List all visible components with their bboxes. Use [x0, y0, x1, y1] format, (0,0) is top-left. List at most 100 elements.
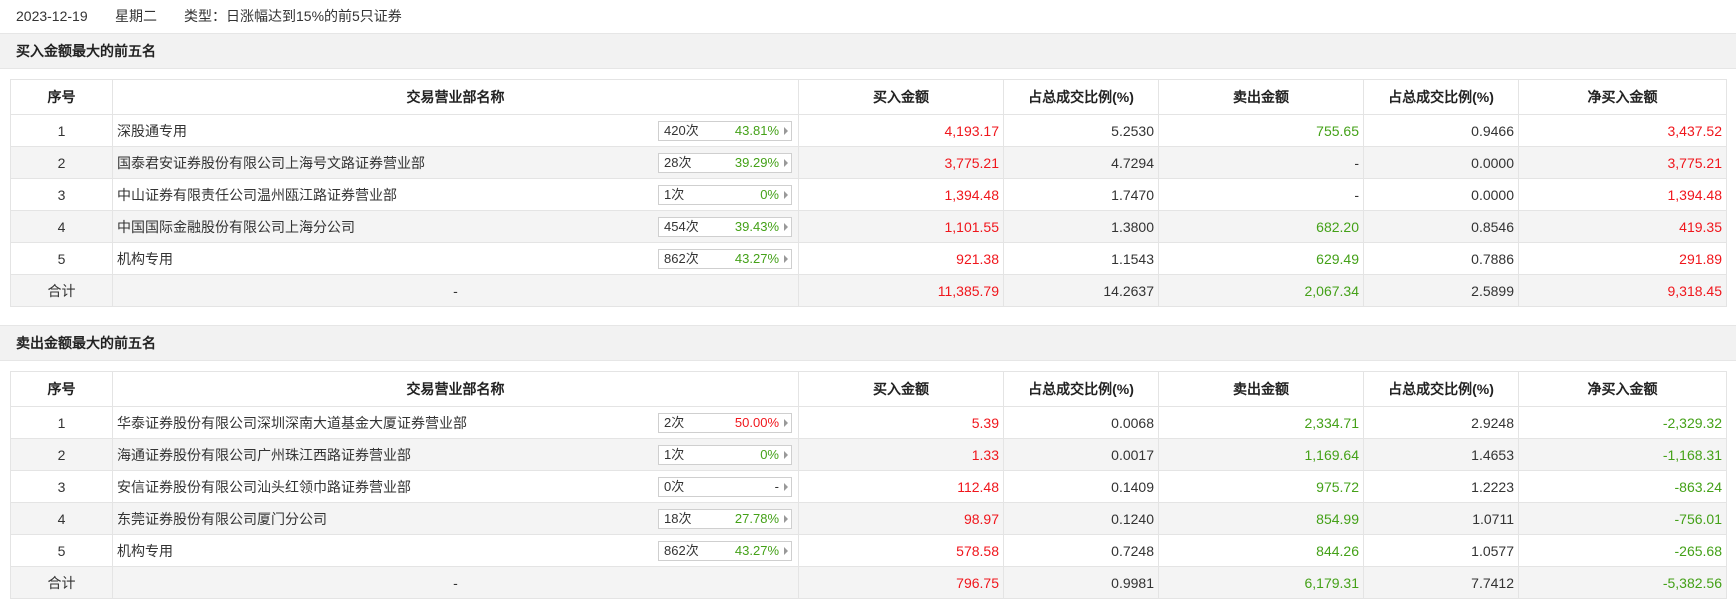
column-header: 买入金额 [798, 371, 1004, 407]
branch-name-link[interactable]: 中国国际金融股份有限公司上海分公司 [117, 218, 355, 235]
total-row: 合计 -11,385.79 14.2637 2,067.34 2.5899 9,318.4… [10, 274, 1727, 307]
total-buy-amount: 796.75 [798, 566, 1004, 599]
sell-ratio: 0.9466 [1363, 114, 1519, 147]
row-number: 5 [10, 534, 113, 567]
listing-count: 420次 [664, 123, 699, 138]
sell-ratio: 0.8546 [1363, 210, 1519, 243]
caret-right-icon [784, 515, 788, 523]
win-rate: 0% [760, 187, 779, 202]
branch-stats-button[interactable]: 420次 43.81% [658, 121, 792, 141]
column-header: 占总成交比例(%) [1363, 79, 1519, 115]
column-header: 占总成交比例(%) [1363, 371, 1519, 407]
total-sell-ratio: 2.5899 [1363, 274, 1519, 307]
branch-name-cell: 中山证券有限责任公司温州瓯江路证券营业部 1次 0% [112, 178, 799, 211]
branch-name-link[interactable]: 深股通专用 [117, 122, 187, 139]
sell-amount: 975.72 [1158, 470, 1364, 503]
table-row: 5 机构专用 862次 43.27% 578.58 0.7248 844.26 1.0577-… [10, 534, 1727, 567]
trade-date: 2023-12-19 [16, 8, 88, 24]
weekday: 星期二 [115, 8, 157, 24]
branch-stats-button[interactable]: 454次 39.43% [658, 217, 792, 237]
table-header-row: 序号 交易营业部名称 买入金额 占总成交比例(%) 卖出金额 占总成交比例(%) 净买入金额 [10, 371, 1727, 407]
branch-stats-button[interactable]: 1次 0% [658, 445, 792, 465]
branch-name-link[interactable]: 机构专用 [117, 542, 173, 559]
win-rate: 0% [760, 447, 779, 462]
net-buy-amount: -863.24 [1518, 470, 1727, 503]
buy-section-title: 买入金额最大的前五名 [16, 43, 156, 59]
caret-right-icon [784, 419, 788, 427]
sell-amount: 682.20 [1158, 210, 1364, 243]
caret-right-icon [784, 223, 788, 231]
branch-stats-button[interactable]: 28次 39.29% [658, 153, 792, 173]
buy-ratio: 0.0017 [1003, 438, 1159, 471]
column-header: 买入金额 [798, 79, 1004, 115]
row-number: 4 [10, 210, 113, 243]
table-row: 5 机构专用 862次 43.27% 921.38 1.1543 629.49 0.7886 2… [10, 242, 1727, 275]
branch-stats-button[interactable]: 2次 50.00% [658, 413, 792, 433]
buy-ratio: 0.0068 [1003, 406, 1159, 439]
column-header: 净买入金额 [1518, 79, 1727, 115]
branch-name-cell: 深股通专用 420次 43.81% [112, 114, 799, 147]
sell-amount: 1,169.64 [1158, 438, 1364, 471]
total-sell-ratio: 7.7412 [1363, 566, 1519, 599]
win-rate: 43.27% [734, 251, 779, 266]
buy-ratio: 4.7294 [1003, 146, 1159, 179]
table-row: 2 国泰君安证券股份有限公司上海号文路证券营业部 28次 39.29% 3,775.21… [10, 146, 1727, 179]
buy-amount: 4,193.17 [798, 114, 1004, 147]
branch-stats-button[interactable]: 18次 27.78% [658, 509, 792, 529]
branch-name-cell: 机构专用 862次 43.27% [112, 242, 799, 275]
branch-stats-button[interactable]: 1次 0% [658, 185, 792, 205]
branch-name-link[interactable]: 机构专用 [117, 250, 173, 267]
branch-name-cell: 海通证券股份有限公司广州珠江西路证券营业部 1次 0% [112, 438, 799, 471]
branch-name-cell: 安信证券股份有限公司汕头红领巾路证券营业部 0次 - [112, 470, 799, 503]
net-buy-amount: -265.68 [1518, 534, 1727, 567]
branch-stats-button[interactable]: 0次 - [658, 477, 792, 497]
row-number: 3 [10, 178, 113, 211]
sell-ratio: 1.2223 [1363, 470, 1519, 503]
sell-ratio: 1.0577 [1363, 534, 1519, 567]
column-header: 卖出金额 [1158, 371, 1364, 407]
sell-ratio: 0.0000 [1363, 178, 1519, 211]
column-header: 序号 [10, 371, 113, 407]
buy-top5-table: 序号 交易营业部名称 买入金额 占总成交比例(%) 卖出金额 占总成交比例(%) 净买入金额… [10, 79, 1727, 307]
net-buy-amount: 419.35 [1518, 210, 1727, 243]
row-number: 1 [10, 406, 113, 439]
buy-ratio: 1.1543 [1003, 242, 1159, 275]
branch-name-link[interactable]: 华泰证券股份有限公司深圳深南大道基金大厦证券营业部 [117, 414, 467, 431]
branch-name-link[interactable]: 海通证券股份有限公司广州珠江西路证券营业部 [117, 446, 411, 463]
sell-amount: 2,334.71 [1158, 406, 1364, 439]
branch-name-link[interactable]: 中山证券有限责任公司温州瓯江路证券营业部 [117, 186, 397, 203]
sell-amount: 854.99 [1158, 502, 1364, 535]
table-row: 4 东莞证券股份有限公司厦门分公司 18次 27.78% 98.97 0.1240 854.… [10, 502, 1727, 535]
branch-name-link[interactable]: 国泰君安证券股份有限公司上海号文路证券营业部 [117, 154, 425, 171]
buy-amount: 98.97 [798, 502, 1004, 535]
total-sell-amount: 2,067.34 [1158, 274, 1364, 307]
column-header: 卖出金额 [1158, 79, 1364, 115]
column-header: 净买入金额 [1518, 371, 1727, 407]
sell-ratio: 0.0000 [1363, 146, 1519, 179]
net-buy-amount: -2,329.32 [1518, 406, 1727, 439]
branch-name-link[interactable]: 东莞证券股份有限公司厦门分公司 [117, 510, 327, 527]
sell-ratio: 2.9248 [1363, 406, 1519, 439]
sell-amount: 755.65 [1158, 114, 1364, 147]
branch-name-cell: 国泰君安证券股份有限公司上海号文路证券营业部 28次 39.29% [112, 146, 799, 179]
table-row: 3 安信证券股份有限公司汕头红领巾路证券营业部 0次 - 112.48 0.1409 975… [10, 470, 1727, 503]
caret-right-icon [784, 191, 788, 199]
caret-right-icon [784, 547, 788, 555]
buy-amount: 112.48 [798, 470, 1004, 503]
table-header-row: 序号 交易营业部名称 买入金额 占总成交比例(%) 卖出金额 占总成交比例(%) 净买入金额 [10, 79, 1727, 115]
sell-ratio: 1.4653 [1363, 438, 1519, 471]
net-buy-amount: 3,775.21 [1518, 146, 1727, 179]
sell-section-header: 卖出金额最大的前五名 [0, 325, 1736, 361]
net-buy-amount: 3,437.52 [1518, 114, 1727, 147]
listing-count: 454次 [664, 219, 699, 234]
branch-name-link[interactable]: 安信证券股份有限公司汕头红领巾路证券营业部 [117, 478, 411, 495]
caret-right-icon [784, 127, 788, 135]
branch-stats-button[interactable]: 862次 43.27% [658, 541, 792, 561]
branch-stats-button[interactable]: 862次 43.27% [658, 249, 792, 269]
buy-section-header: 买入金额最大的前五名 [0, 33, 1736, 69]
buy-ratio: 0.7248 [1003, 534, 1159, 567]
win-rate: 27.78% [734, 511, 779, 526]
total-row: 合计 -796.75 0.9981 6,179.31 7.7412 -5,382.56 [10, 566, 1727, 599]
branch-name-cell: 中国国际金融股份有限公司上海分公司 454次 39.43% [112, 210, 799, 243]
total-label: 合计 [10, 274, 113, 307]
